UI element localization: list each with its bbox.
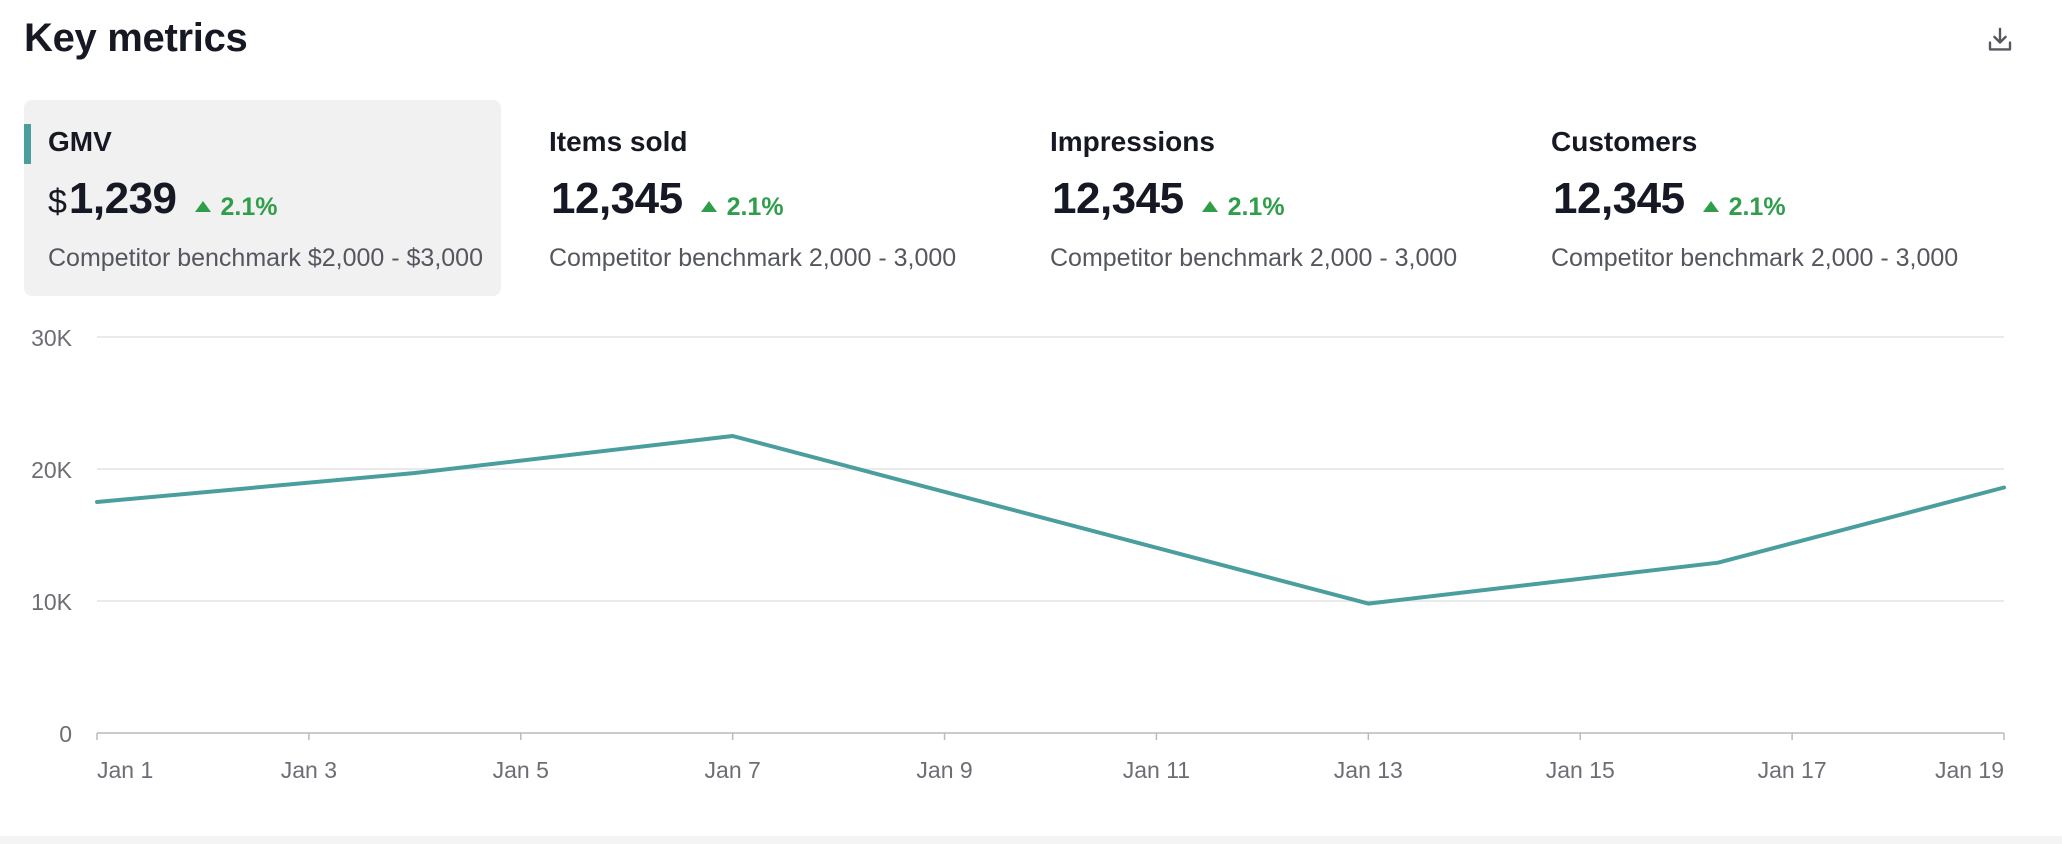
x-tick-label: Jan 7 bbox=[705, 757, 761, 783]
x-tick-label: Jan 3 bbox=[281, 757, 337, 783]
x-tick-label: Jan 1 bbox=[97, 757, 153, 783]
section-divider bbox=[0, 836, 2062, 844]
page-title: Key metrics bbox=[24, 16, 248, 60]
metric-delta-value: 2.1% bbox=[1227, 193, 1285, 221]
x-tick-label: Jan 5 bbox=[493, 757, 549, 783]
metric-benchmark: Competitor benchmark 2,000 - 3,000 bbox=[549, 244, 957, 272]
metric-label: Customers bbox=[1551, 126, 1698, 157]
metric-card-gmv[interactable]: GMV $ 1,239 2.1% Competitor benchmark $2… bbox=[24, 100, 501, 296]
x-tick-label: Jan 15 bbox=[1546, 757, 1615, 783]
y-tick-label: 30K bbox=[31, 325, 73, 351]
metric-delta-value: 2.1% bbox=[220, 193, 278, 221]
data-point bbox=[1715, 560, 1721, 566]
y-tick-label: 20K bbox=[31, 457, 73, 483]
metric-label: GMV bbox=[48, 126, 112, 157]
data-point bbox=[1365, 601, 1371, 607]
data-point bbox=[412, 470, 418, 476]
metric-delta: 2.1% bbox=[194, 193, 278, 222]
metric-label: Items sold bbox=[549, 126, 688, 157]
header: Key metrics bbox=[24, 14, 2020, 70]
metric-delta: 2.1% bbox=[1201, 193, 1285, 222]
metric-card-impressions[interactable]: Impressions 12,345 2.1% Competitor bench… bbox=[1026, 100, 1503, 296]
metric-delta: 2.1% bbox=[1702, 193, 1786, 222]
data-point bbox=[2001, 484, 2007, 490]
metric-currency: $ bbox=[48, 183, 67, 221]
trend-up-icon bbox=[700, 201, 717, 212]
metric-delta-value: 2.1% bbox=[726, 193, 784, 221]
trend-up-icon bbox=[1201, 201, 1218, 212]
gmv-line-chart[interactable]: 0 10K 20K 30K Jan 1 Jan 3 Jan 5 Jan 7 Jan 9 Jan 1… bbox=[0, 310, 2062, 810]
data-point bbox=[94, 499, 100, 505]
trend-up-icon bbox=[194, 201, 211, 212]
metric-value: 1,239 bbox=[68, 174, 177, 223]
x-tick-label: Jan 11 bbox=[1123, 757, 1190, 783]
x-tick-label: Jan 9 bbox=[916, 757, 972, 783]
x-tick-label: Jan 19 bbox=[1935, 757, 2004, 783]
metric-label: Impressions bbox=[1050, 126, 1215, 157]
series-line-gmv bbox=[95, 434, 2006, 606]
metric-benchmark: Competitor benchmark $2,000 - $3,000 bbox=[48, 244, 483, 272]
y-tick-label: 10K bbox=[31, 589, 73, 615]
selected-indicator bbox=[24, 124, 31, 164]
y-tick-label: 0 bbox=[59, 721, 72, 747]
metric-value: 12,345 bbox=[1052, 174, 1184, 223]
metric-delta-value: 2.1% bbox=[1728, 193, 1786, 221]
metric-delta: 2.1% bbox=[700, 193, 784, 222]
metric-benchmark: Competitor benchmark 2,000 - 3,000 bbox=[1050, 244, 1458, 272]
download-button[interactable] bbox=[1980, 20, 2020, 60]
metric-cards: GMV $ 1,239 2.1% Competitor benchmark $2… bbox=[24, 100, 2024, 296]
metric-card-customers[interactable]: Customers 12,345 2.1% Competitor benchma… bbox=[1527, 100, 2004, 296]
x-tick-label: Jan 13 bbox=[1334, 757, 1403, 783]
download-icon bbox=[1988, 27, 2012, 51]
data-point bbox=[730, 433, 736, 439]
metric-benchmark: Competitor benchmark 2,000 - 3,000 bbox=[1551, 244, 1959, 272]
metric-value: 12,345 bbox=[1553, 174, 1685, 223]
trend-up-icon bbox=[1702, 201, 1719, 212]
x-tick-label: Jan 17 bbox=[1758, 757, 1827, 783]
metric-card-items-sold[interactable]: Items sold 12,345 2.1% Competitor benchm… bbox=[525, 100, 1002, 296]
metric-value: 12,345 bbox=[551, 174, 683, 223]
